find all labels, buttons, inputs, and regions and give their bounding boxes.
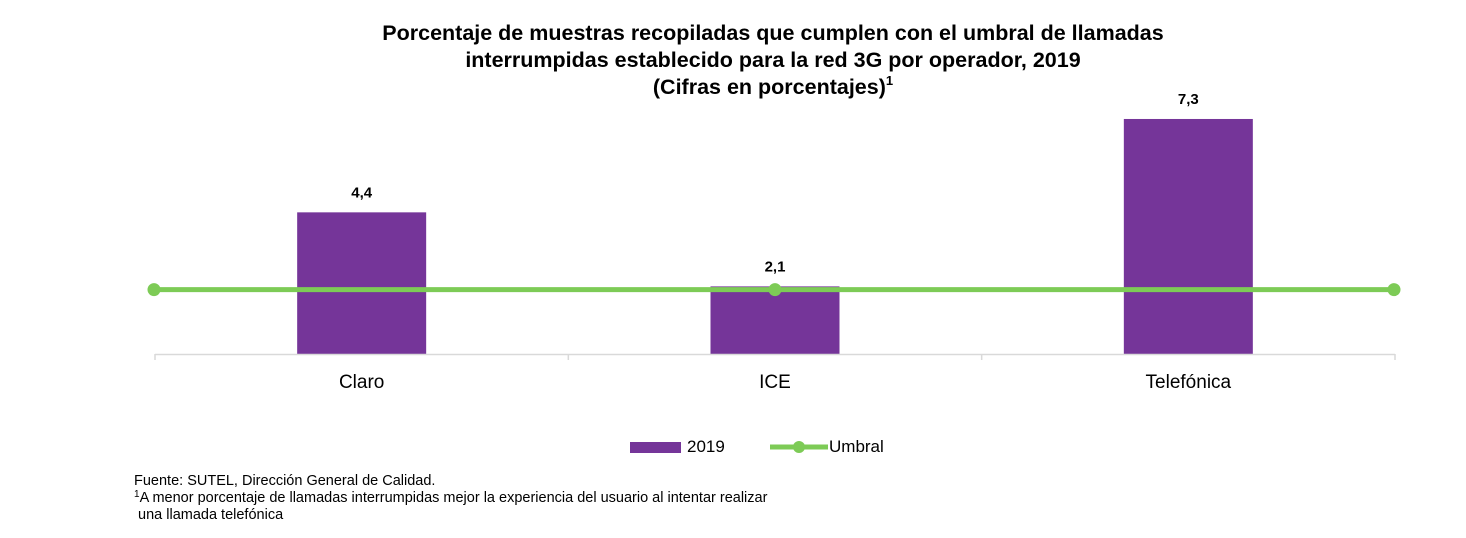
bar-1 bbox=[710, 286, 840, 354]
x-tick-label-1: ICE bbox=[759, 372, 791, 393]
footer-note-marker: 1 bbox=[134, 489, 140, 500]
legend-bar-swatch bbox=[630, 442, 681, 453]
chart-title-line-3: (Cifras en porcentajes)1 bbox=[0, 74, 1466, 101]
bar-0 bbox=[297, 212, 427, 354]
data-label-1: 2,1 bbox=[765, 258, 786, 275]
chart-title-line-3-text: (Cifras en porcentajes) bbox=[652, 75, 886, 99]
x-tick-label-0: Claro bbox=[339, 372, 384, 393]
chart-footer: Fuente: SUTEL, Dirección General de Cali… bbox=[134, 473, 767, 524]
bar-2 bbox=[1123, 118, 1253, 354]
umbral-point-0 bbox=[147, 283, 161, 297]
title-footnote-marker: 1 bbox=[885, 73, 894, 88]
legend-label-2019: 2019 bbox=[687, 437, 725, 456]
footer-note: 1A menor porcentaje de llamadas interrum… bbox=[134, 490, 767, 507]
data-label-2: 7,3 bbox=[1178, 91, 1199, 108]
chart-title: Porcentaje de muestras recopiladas que c… bbox=[0, 20, 1466, 101]
legend-label-umbral: Umbral bbox=[829, 437, 884, 456]
footer-source: Fuente: SUTEL, Dirección General de Cali… bbox=[134, 473, 436, 489]
chart-title-line-2: interrumpidas establecido para la red 3G… bbox=[465, 48, 1081, 72]
data-label-0: 4,4 bbox=[351, 184, 373, 201]
x-tick-label-2: Telefónica bbox=[1146, 372, 1232, 393]
chart-title-line-1: Porcentaje de muestras recopiladas que c… bbox=[382, 21, 1164, 45]
umbral-point-2 bbox=[1387, 283, 1401, 297]
umbral-point-1 bbox=[768, 283, 782, 297]
legend-line-swatch bbox=[770, 441, 828, 453]
footer-note-line-1: A menor porcentaje de llamadas interrump… bbox=[139, 490, 768, 506]
footer-note-line-2: una llamada telefónica bbox=[134, 507, 284, 523]
